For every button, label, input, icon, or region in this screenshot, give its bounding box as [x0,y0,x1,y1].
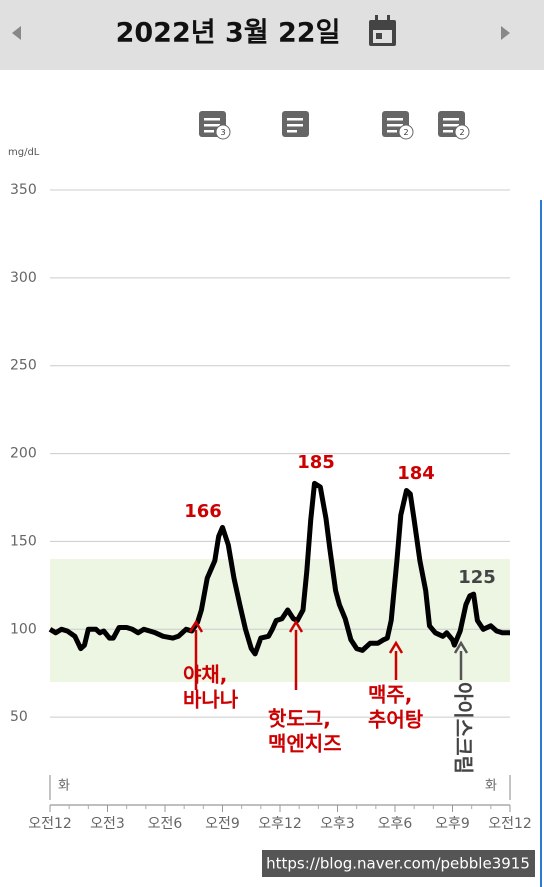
peak-label: 166 [184,501,222,522]
watermark-box [262,850,535,877]
calendar-button[interactable] [369,15,396,46]
meal-note: 바나나 [183,688,239,712]
meal-note: 맥엔치즈 [268,732,342,756]
meal-arrow-head [188,619,204,633]
y-tick-label: 150 [10,533,37,549]
note-icon-line [204,130,214,133]
y-tick-label: 300 [10,270,37,286]
note-icon-line [204,118,220,121]
glucose-line [48,480,510,657]
note-icon-line [387,118,403,121]
x-tick-label: 오전3 [90,816,125,832]
note-icon-line [443,118,459,121]
y-tick-label: 200 [10,446,37,462]
x-tick-label: 오후6 [378,816,413,832]
x-tick-label: 오후12 [258,816,302,832]
prev-day-button[interactable] [12,26,21,40]
date-title: 2022년 3월 22일 [116,18,341,49]
note-badge [215,124,231,140]
meal-note: 핫도그, [268,707,331,731]
next-day-button[interactable] [501,26,510,40]
meal-arrow-head [288,619,304,633]
x-tick-label: 오후3 [320,816,355,832]
note-badge [454,124,470,140]
x-tick-label: 오전12 [488,816,532,832]
meal-note: 야채, [183,663,227,687]
peak-label: 184 [397,463,435,484]
note-icon-line [204,124,220,127]
meal-arrow-head [388,640,404,654]
meal-note: 추어탕 [368,708,424,732]
day-label: 화 [485,779,497,794]
note-icon-line [287,118,303,121]
note-icon[interactable]: 2 [382,111,414,140]
note-icon[interactable] [282,111,309,137]
note-icon-line [287,130,297,133]
note-icon-line [387,130,397,133]
meal-note: 아이스크림 [452,682,476,774]
y-tick-label: 350 [10,182,37,198]
meal-note: 맥주, [368,683,412,707]
peak-label: 185 [297,452,335,473]
y-tick-label: 100 [10,621,37,637]
note-icon-line [387,124,403,127]
x-tick-label: 오전12 [28,816,72,832]
meal-arrow-head [453,640,469,654]
header-bar [0,0,544,70]
peak-label: 125 [458,567,496,588]
y-tick-label: 50 [10,709,28,725]
note-icon-line [287,124,303,127]
x-tick-label: 오전6 [148,816,183,832]
y-unit: mg/dL [8,147,40,158]
watermark: https://blog.naver.com/pebble3915 [266,855,530,873]
note-badge [398,124,414,140]
day-label: 화 [58,779,70,794]
note-badge-count: 2 [403,128,408,137]
note-icon-line [443,124,459,127]
note-icon[interactable]: 3 [199,111,231,140]
x-tick-label: 오전9 [205,816,240,832]
note-icon-line [443,130,453,133]
y-tick-label: 250 [10,358,37,374]
x-tick-label: 오후9 [435,816,470,832]
note-badge-count: 3 [220,128,225,137]
note-badge-count: 2 [459,128,464,137]
note-icon[interactable]: 2 [438,111,470,140]
